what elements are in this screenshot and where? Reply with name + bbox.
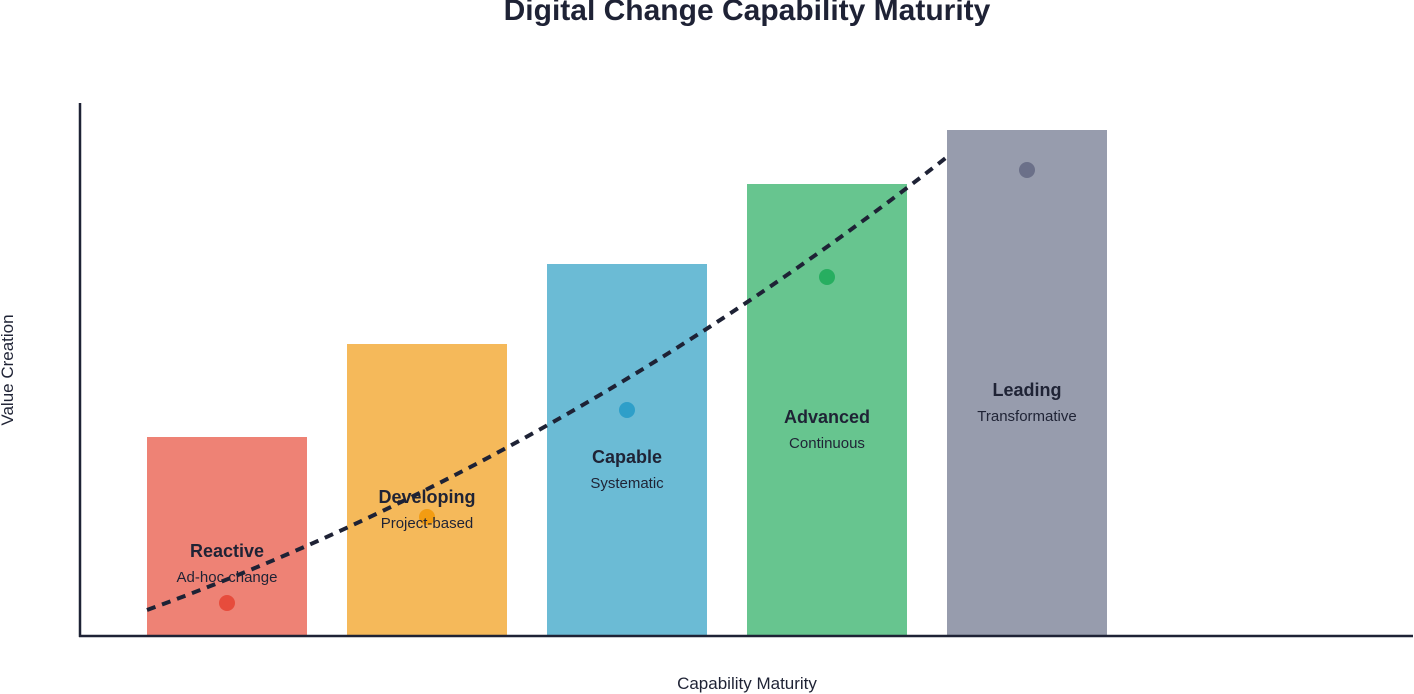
- bar-label-reactive: Reactive Ad-hoc change: [147, 540, 307, 588]
- marker-reactive: [219, 595, 235, 611]
- marker-capable: [619, 402, 635, 418]
- bar-name: Developing: [378, 487, 476, 507]
- bar-subtitle: Systematic: [590, 475, 664, 492]
- bar-label-advanced: Advanced Continuous: [747, 406, 907, 454]
- marker-advanced: [819, 269, 835, 285]
- bar-subtitle: Transformative: [977, 408, 1077, 425]
- bar-name: Reactive: [189, 541, 265, 561]
- marker-leading: [1019, 162, 1035, 178]
- y-axis-label: Value Creation: [0, 314, 17, 426]
- bar-capable: [547, 264, 707, 636]
- bar-subtitle: Continuous: [789, 435, 865, 452]
- bar-advanced: [747, 184, 907, 636]
- bar-label-capable: Capable Systematic: [547, 446, 707, 494]
- bar-label-leading: Leading Transformative: [947, 379, 1107, 427]
- chart-title: Digital Change Capability Maturity: [503, 0, 991, 27]
- x-axis-label: Capability Maturity: [677, 674, 817, 693]
- bar-name: Capable: [591, 447, 663, 467]
- bar-label-developing: Developing Project-based: [347, 486, 507, 534]
- bar-leading: [947, 130, 1107, 636]
- bar-subtitle: Ad-hoc change: [176, 569, 278, 586]
- bar-subtitle: Project-based: [380, 515, 474, 532]
- bar-name: Leading: [992, 380, 1062, 400]
- trend-line: [146, 155, 949, 612]
- bar-name: Advanced: [783, 407, 871, 427]
- marker-developing: [419, 509, 435, 525]
